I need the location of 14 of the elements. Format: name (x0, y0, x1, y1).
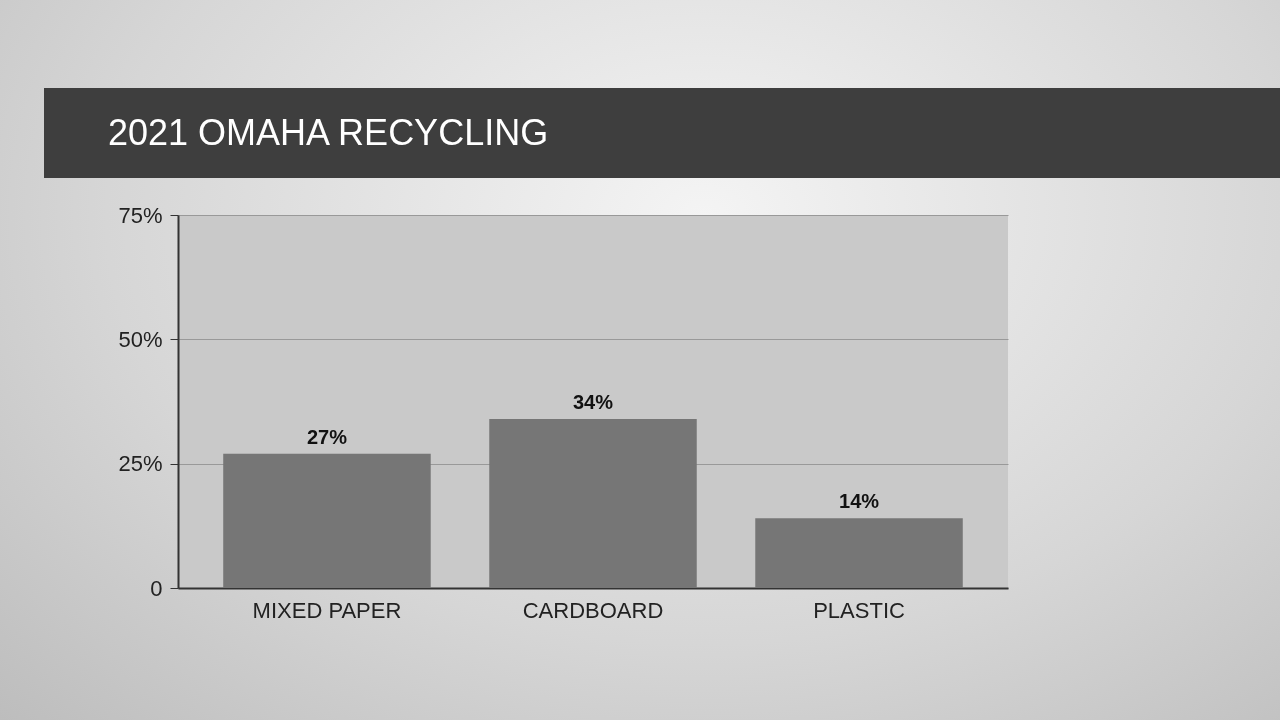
chart-title: 2021 OMAHA RECYCLING (44, 88, 1280, 178)
data-label: 14% (839, 490, 880, 513)
data-label: 34% (572, 390, 614, 413)
y-tick-label: 50% (118, 326, 163, 352)
data-label: 27% (306, 425, 348, 448)
x-tick-label: PLASTIC (813, 597, 905, 623)
bar (489, 418, 697, 588)
bar (223, 453, 431, 588)
y-tick-label: 0 (150, 575, 163, 601)
x-tick-label: MIXED PAPER (252, 597, 402, 623)
y-tick-label: 25% (118, 451, 163, 477)
x-tick-label: CARDBOARD (522, 597, 664, 623)
y-tick-label: 75% (118, 202, 163, 228)
bar (755, 518, 963, 588)
